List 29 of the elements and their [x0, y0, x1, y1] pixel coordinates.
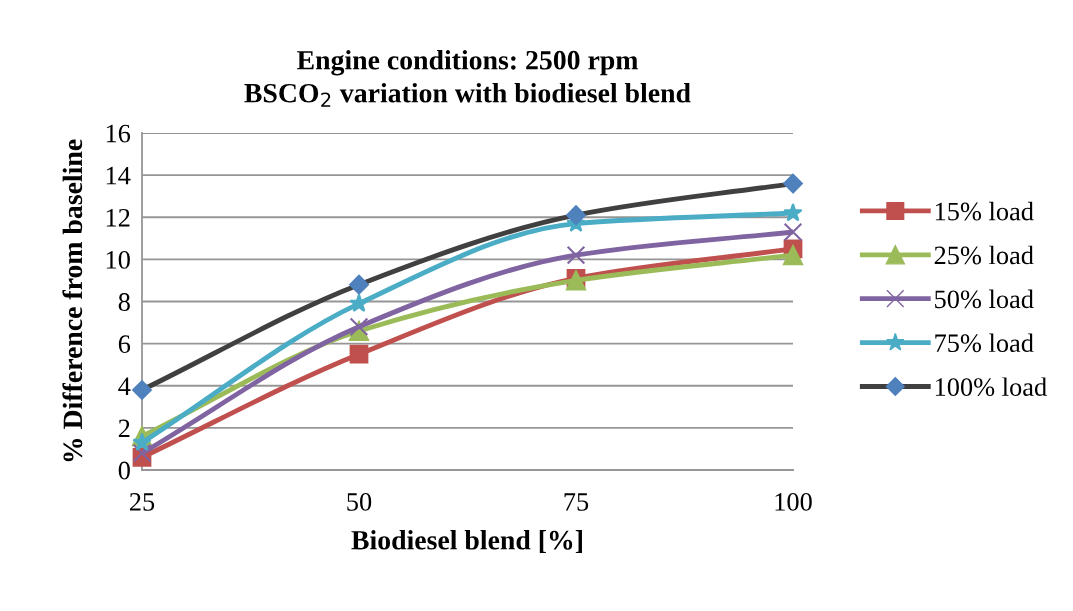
legend-label: 75% load [935, 333, 1034, 353]
y-tick-label: 16 [106, 124, 131, 143]
y-tick-label: 4 [118, 377, 131, 395]
y-tick-label: 0 [118, 461, 130, 480]
chart-title: Engine conditions: 2500 rpm BSCO$_{2}$ variation with biodiesel blend [244, 50, 691, 107]
legend-label: 100% load [935, 377, 1047, 397]
y-tick-label: 2 [118, 419, 130, 438]
x-axis-title: Biodiesel blend [%] [351, 530, 582, 554]
point [349, 293, 369, 312]
x-tick-label: 100 [775, 492, 812, 511]
x-tick-label: 75 [564, 493, 589, 511]
x-tick-label: 25 [129, 493, 155, 511]
point [782, 245, 804, 266]
point [566, 245, 586, 265]
x-tick-label: 50 [347, 492, 372, 511]
point [132, 432, 152, 451]
point [349, 317, 369, 337]
legend-label: 25% load [934, 245, 1034, 265]
y-tick-label: 6 [118, 335, 131, 354]
legend-label: 15% load [935, 201, 1034, 221]
y-tick-label: 12 [106, 208, 130, 227]
legend-label: 50% load [935, 289, 1034, 309]
y-tick-label: 8 [118, 293, 130, 311]
point [783, 222, 803, 242]
y-tick-label: 10 [106, 250, 130, 269]
y-axis-title: % Difference from baseline [62, 139, 83, 462]
point [349, 344, 369, 364]
y-tick-label: 14 [106, 166, 131, 185]
point [783, 202, 803, 222]
